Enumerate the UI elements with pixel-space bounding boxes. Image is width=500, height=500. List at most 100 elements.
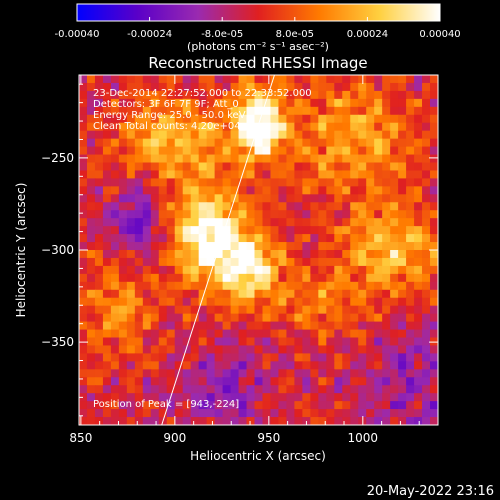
heatmap-cell — [110, 417, 120, 425]
heatmap-cell — [230, 361, 240, 370]
heatmap-cell — [342, 385, 351, 394]
heatmap-cell — [334, 234, 343, 243]
heatmap-cell — [158, 122, 168, 132]
heatmap-cell — [358, 289, 367, 299]
heatmap-cell — [414, 194, 423, 203]
heatmap-cell — [310, 377, 319, 386]
heatmap-cell — [286, 377, 295, 386]
heatmap-cell — [110, 154, 120, 164]
heatmap-cell — [422, 281, 431, 291]
heatmap-cell — [366, 281, 375, 291]
heatmap-cell — [278, 393, 288, 402]
heatmap-cell — [318, 234, 327, 243]
heatmap-cell — [174, 194, 184, 203]
heatmap-cell — [238, 242, 248, 251]
heatmap-cell — [390, 273, 399, 283]
heatmap-cell — [102, 75, 112, 84]
heatmap-cell — [110, 146, 120, 156]
heatmap-cell — [430, 82, 438, 92]
heatmap-cell — [126, 146, 136, 156]
heatmap-cell — [342, 178, 351, 187]
heatmap-cell — [334, 106, 343, 116]
heatmap-cell — [222, 257, 232, 267]
heatmap-cell — [206, 313, 216, 323]
heatmap-cell — [150, 393, 160, 402]
heatmap-cell — [278, 369, 288, 378]
heatmap-cell — [382, 250, 391, 259]
heatmap-cell — [86, 369, 96, 378]
heatmap-cell — [214, 122, 224, 132]
heatmap-cell — [358, 106, 367, 116]
heatmap-cell — [206, 353, 216, 362]
heatmap-cell — [230, 138, 240, 148]
heatmap-cell — [270, 82, 280, 92]
heatmap-cell — [318, 170, 327, 179]
heatmap-cell — [214, 345, 224, 354]
heatmap-cell — [310, 409, 319, 418]
heatmap-cell — [366, 273, 375, 283]
heatmap-cell — [286, 409, 295, 418]
heatmap-cell — [350, 90, 359, 100]
heatmap-cell — [174, 90, 184, 100]
heatmap-cell — [158, 377, 168, 386]
heatmap-cell — [262, 265, 272, 275]
heatmap-cell — [342, 337, 351, 347]
heatmap-cell — [286, 98, 295, 108]
heatmap-cell — [118, 234, 128, 243]
heatmap-cell — [310, 122, 319, 132]
heatmap-cell — [246, 170, 256, 179]
heatmap-cell — [166, 401, 176, 410]
heatmap-cell — [406, 393, 415, 402]
heatmap-cell — [150, 162, 160, 172]
heatmap-cell — [374, 194, 383, 203]
heatmap-cell — [94, 106, 104, 116]
heatmap-cell — [182, 281, 192, 291]
heatmap-cell — [118, 313, 128, 323]
heatmap-cell — [166, 250, 176, 259]
heatmap-cell — [246, 305, 256, 315]
heatmap-cell — [310, 305, 319, 315]
heatmap-cell — [246, 130, 256, 140]
heatmap-cell — [118, 162, 128, 172]
heatmap-cell — [294, 257, 303, 267]
heatmap-cell — [390, 218, 399, 227]
heatmap-cell — [358, 194, 367, 203]
heatmap-cell — [262, 98, 272, 108]
heatmap-cell — [230, 210, 240, 219]
heatmap-cell — [334, 250, 343, 259]
heatmap-cell — [318, 130, 327, 140]
heatmap-cell — [350, 353, 359, 362]
heatmap-cell — [94, 75, 104, 84]
heatmap-cell — [102, 194, 112, 203]
heatmap-cell — [294, 297, 303, 307]
heatmap-cell — [110, 313, 120, 323]
heatmap-cell — [79, 154, 88, 164]
heatmap-cell — [190, 321, 200, 331]
heatmap-cell — [134, 170, 144, 179]
heatmap-cell — [126, 313, 136, 323]
heatmap-cell — [134, 130, 144, 140]
heatmap-cell — [126, 106, 136, 116]
heatmap-cell — [294, 202, 303, 211]
heatmap-cell — [342, 218, 351, 227]
heatmap-cell — [430, 146, 438, 156]
heatmap-cell — [382, 257, 391, 267]
heatmap-cell — [286, 305, 295, 315]
heatmap-cell — [182, 242, 192, 251]
heatmap-cell — [390, 329, 399, 339]
heatmap-cell — [414, 130, 423, 140]
heatmap-cell — [102, 257, 112, 267]
heatmap-cell — [254, 369, 264, 378]
heatmap-cell — [110, 82, 120, 92]
heatmap-cell — [246, 138, 256, 148]
heatmap-cell — [214, 401, 224, 410]
heatmap-cell — [238, 401, 248, 410]
heatmap-cell — [134, 265, 144, 275]
heatmap-cell — [94, 289, 104, 299]
heatmap-cell — [174, 353, 184, 362]
heatmap-cell — [158, 194, 168, 203]
heatmap-cell — [182, 218, 192, 227]
heatmap-cell — [166, 178, 176, 187]
heatmap-cell — [166, 194, 176, 203]
heatmap-cell — [254, 329, 264, 339]
